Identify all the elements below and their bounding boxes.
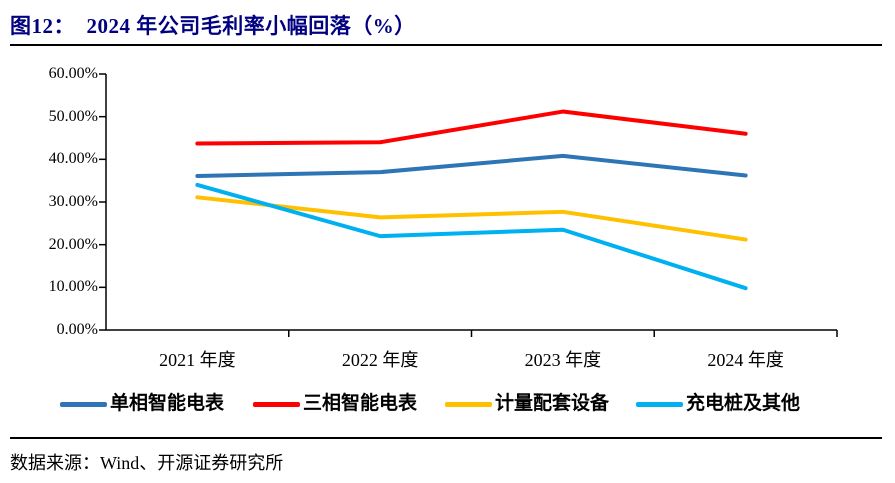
legend-line-swatch [253,401,300,407]
x-axis-tick-label: 2023 年度 [524,350,602,370]
legend-item: 计量配套设备 [445,392,609,416]
legend-item: 单相智能电表 [60,392,224,416]
legend-item: 充电桩及其他 [636,392,800,416]
y-axis-tick-label: 50.00% [48,107,98,125]
y-axis-tick-label: 10.00% [48,278,98,296]
y-axis-tick-label: 40.00% [48,150,98,168]
y-axis-tick-label: 60.00% [48,65,98,82]
legend-line-swatch [60,401,107,407]
source-divider [10,437,882,439]
legend-label: 三相智能电表 [303,393,418,414]
x-axis-tick-label: 2021 年度 [159,350,236,370]
y-axis-tick-label: 0.00% [56,321,98,338]
title-divider [10,44,882,46]
figure-title: 图12： 2024 年公司毛利率小幅回落（%） [10,14,416,38]
legend-line-swatch [636,401,683,407]
x-axis-tick-label: 2022 年度 [341,350,419,370]
x-axis-tick-label: 2024 年度 [707,350,784,370]
legend-line-swatch [445,401,492,407]
data-source: 数据来源：Wind、开源证券研究所 [10,453,284,473]
y-axis-tick-label: 30.00% [48,193,98,210]
legend-label: 单相智能电表 [110,393,225,414]
legend-item: 三相智能电表 [253,392,417,416]
legend-label: 充电桩及其他 [686,393,801,414]
y-axis-tick-label: 20.00% [48,235,98,253]
legend-label: 计量配套设备 [495,393,610,414]
